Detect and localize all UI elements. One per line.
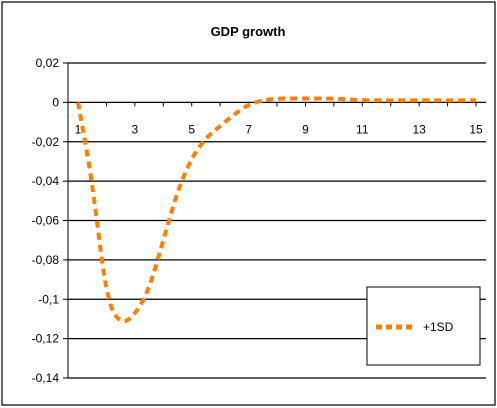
y-tick-labels: 0,02 0 -0,02 -0,04 -0,06 -0,08 -0,1 -0,12 -0,14 [32, 56, 60, 385]
x-tick-label: 15 [469, 122, 483, 136]
series-lines [76, 96, 476, 324]
y-tick-label: -0,12 [32, 332, 60, 346]
y-tick-label: 0,02 [36, 56, 60, 70]
x-tick-label: 7 [245, 122, 252, 136]
legend-label: +1SD [423, 320, 454, 334]
legend-box [366, 286, 481, 366]
y-tick-label: -0,14 [32, 371, 60, 385]
legend: +1SD [366, 286, 481, 366]
x-tick-labels: 1 3 5 7 9 11 13 15 [75, 122, 483, 136]
chart-title: GDP growth [211, 24, 286, 39]
y-tick-label: 0 [52, 95, 59, 109]
y-tick-label: -0,1 [38, 292, 59, 306]
y-tick-label: -0,02 [32, 135, 60, 149]
x-tick-label: 5 [188, 122, 195, 136]
x-tick-label: 1 [75, 122, 82, 136]
x-tick-label: 13 [412, 122, 426, 136]
y-tick-label: -0,06 [32, 214, 60, 228]
y-tick-label: -0,08 [32, 253, 60, 267]
x-tick-label: 3 [132, 122, 139, 136]
series-line [76, 96, 476, 324]
x-tick-label: 9 [302, 122, 309, 136]
axes [63, 62, 477, 379]
x-tick-label: 11 [356, 122, 369, 136]
y-tick-label: -0,04 [32, 174, 60, 188]
